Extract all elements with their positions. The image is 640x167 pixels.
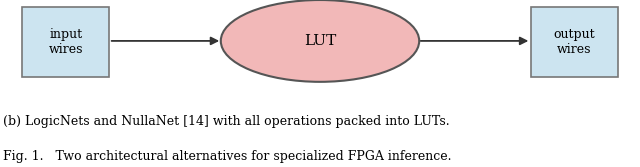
Ellipse shape xyxy=(221,0,419,82)
Bar xyxy=(531,7,618,77)
Text: Fig. 1.   Two architectural alternatives for specialized FPGA inference.: Fig. 1. Two architectural alternatives f… xyxy=(3,150,452,163)
Text: LUT: LUT xyxy=(304,34,336,48)
Text: output
wires: output wires xyxy=(554,28,595,56)
Text: input
wires: input wires xyxy=(49,28,83,56)
Bar xyxy=(22,7,109,77)
Text: (b) LogicNets and NullaNet [14] with all operations packed into LUTs.: (b) LogicNets and NullaNet [14] with all… xyxy=(3,115,450,128)
